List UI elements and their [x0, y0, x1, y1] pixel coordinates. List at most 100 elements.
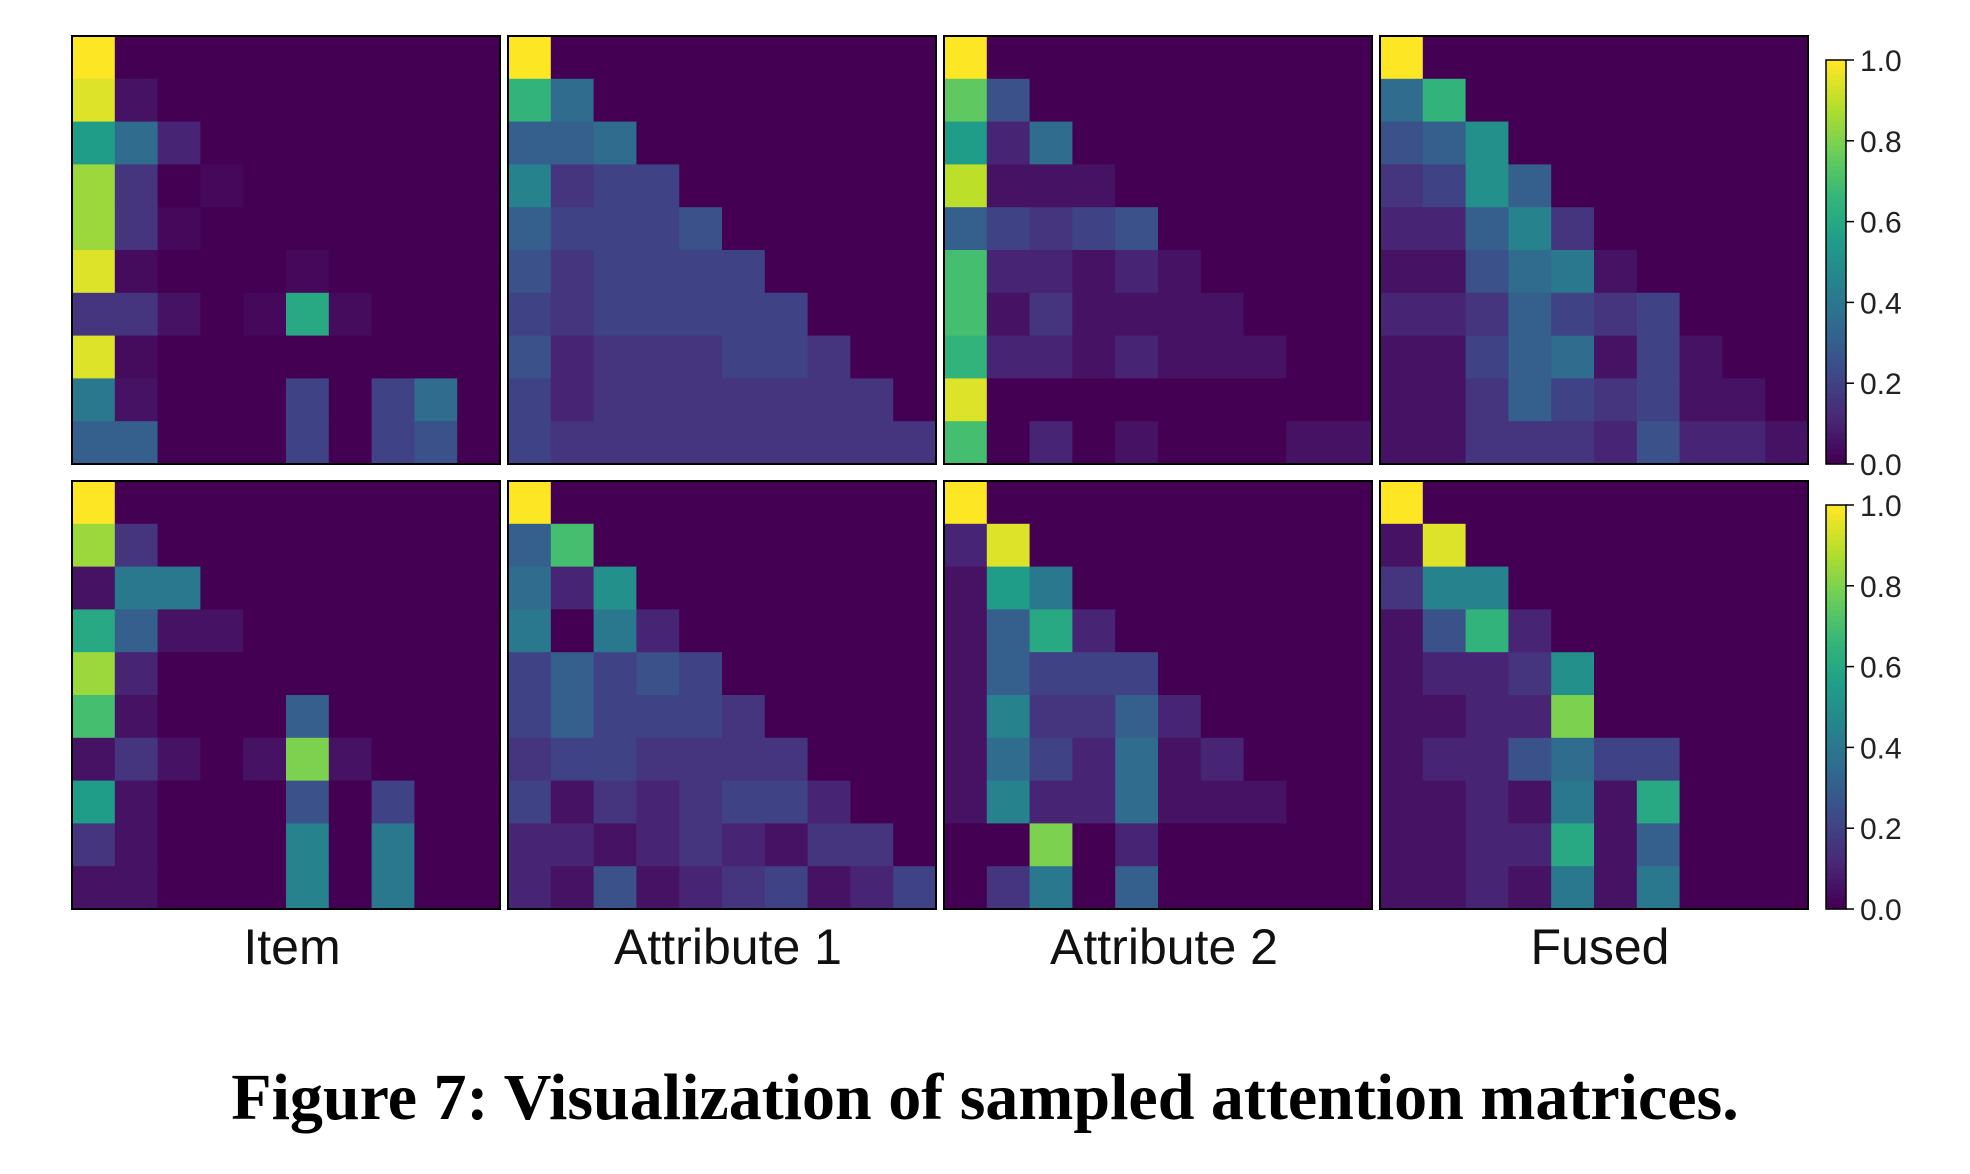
heatmap-cell — [1594, 609, 1638, 653]
heatmap-fused-row-1 — [1379, 35, 1809, 465]
heatmap-cell — [679, 566, 723, 610]
heatmap-cell — [1594, 292, 1638, 337]
colorbar-segment — [1826, 438, 1846, 445]
colorbar-segment — [1826, 140, 1846, 147]
heatmap-cell — [1722, 866, 1766, 910]
heatmap-cell — [1765, 780, 1809, 824]
heatmap-frame — [71, 35, 501, 465]
heatmap-cell — [1636, 335, 1681, 379]
heatmap-cell — [200, 36, 244, 80]
heatmap-cell — [1465, 609, 1509, 653]
heatmap-cell — [371, 566, 415, 610]
heatmap-cell — [1158, 866, 1202, 910]
heatmap-cell — [722, 250, 766, 294]
colorbar-segment — [1826, 327, 1846, 334]
heatmap-cell — [414, 523, 458, 568]
heatmap-cell — [286, 695, 330, 739]
heatmap-cell — [200, 335, 244, 379]
heatmap-cell — [722, 866, 766, 910]
heatmap-cell — [1765, 378, 1809, 422]
heatmap-cell — [72, 36, 116, 80]
heatmap-cell — [1115, 121, 1159, 165]
colorbar-segment — [1826, 595, 1846, 602]
heatmap-cell — [157, 823, 201, 867]
heatmap-cell — [1765, 335, 1809, 379]
colorbar-segment — [1826, 712, 1846, 718]
heatmap-cell — [1243, 121, 1287, 165]
heatmap-cell — [850, 566, 894, 610]
heatmap-attribute-1-row-1 — [507, 35, 937, 465]
heatmap-cell — [243, 36, 287, 80]
heatmap-cell — [414, 78, 458, 123]
heatmap-cell — [328, 481, 373, 525]
heatmap-cell — [986, 78, 1031, 123]
heatmap-cell — [986, 335, 1031, 379]
colorbar-segment — [1826, 292, 1846, 298]
heatmap-cell — [1465, 292, 1509, 337]
heatmap-cell — [550, 36, 595, 80]
colorbar-segment — [1826, 206, 1846, 213]
heatmap-cell — [286, 421, 330, 465]
heatmap-cell — [636, 78, 680, 123]
heatmap-cell — [72, 652, 116, 696]
heatmap-cell — [1551, 780, 1595, 824]
heatmap-cell — [1115, 652, 1159, 696]
heatmap-cell — [550, 780, 595, 824]
heatmap-cell — [1329, 250, 1373, 294]
heatmap-cell — [286, 335, 330, 379]
heatmap-cell — [1329, 421, 1373, 465]
heatmap-cell — [457, 421, 501, 465]
heatmap-cell — [114, 164, 159, 208]
heatmap-cell — [550, 866, 595, 910]
colorbar-segment — [1826, 782, 1846, 789]
heatmap-cell — [1765, 121, 1809, 165]
colorbar-segment — [1826, 898, 1846, 905]
colorbar-segment — [1826, 312, 1846, 319]
heatmap-cell — [1594, 823, 1638, 867]
heatmap-cell — [1636, 481, 1681, 525]
heatmap-cell — [764, 737, 809, 782]
heatmap-cell — [157, 737, 201, 782]
heatmap-cell — [1422, 378, 1467, 422]
colorbar-segment — [1826, 166, 1846, 172]
colorbar-segment — [1826, 302, 1846, 309]
heatmap-cell — [593, 609, 637, 653]
heatmap-cell — [850, 250, 894, 294]
heatmap-cell — [157, 78, 201, 123]
heatmap-cell — [1380, 737, 1424, 782]
heatmap-cell — [1158, 780, 1202, 824]
heatmap-cell — [1679, 250, 1723, 294]
heatmap-cell — [1636, 378, 1681, 422]
heatmap-cell — [1158, 737, 1202, 782]
heatmap-cell — [1722, 164, 1766, 208]
heatmap-cell — [1636, 292, 1681, 337]
heatmap-cell — [1072, 866, 1116, 910]
colorbar-segment — [1826, 550, 1846, 557]
heatmap-cell — [1636, 566, 1681, 610]
colorbar-segment — [1826, 443, 1846, 450]
heatmap-cell — [457, 481, 501, 525]
colorbar-segment — [1826, 641, 1846, 647]
heatmap-cell — [286, 780, 330, 824]
heatmap-cell — [1286, 866, 1330, 910]
heatmap-cell — [944, 207, 988, 251]
heatmap-cell — [764, 866, 809, 910]
heatmap-cell — [1072, 121, 1116, 165]
heatmap-cell — [807, 609, 851, 653]
heatmap-cell — [893, 737, 937, 782]
heatmap-cell — [371, 378, 415, 422]
heatmap-cell — [636, 823, 680, 867]
heatmap-cell — [414, 207, 458, 251]
heatmap-cell — [986, 652, 1031, 696]
heatmap-cell — [1594, 207, 1638, 251]
heatmap-cell — [593, 78, 637, 123]
heatmap-cell — [286, 207, 330, 251]
heatmap-cell — [1029, 481, 1073, 525]
heatmap-cell — [593, 780, 637, 824]
heatmap-cell — [636, 481, 680, 525]
heatmap-cell — [764, 250, 809, 294]
heatmap-cell — [1722, 121, 1766, 165]
heatmap-cell — [157, 866, 201, 910]
heatmap-cell — [1465, 421, 1509, 465]
heatmap-cell — [986, 481, 1031, 525]
